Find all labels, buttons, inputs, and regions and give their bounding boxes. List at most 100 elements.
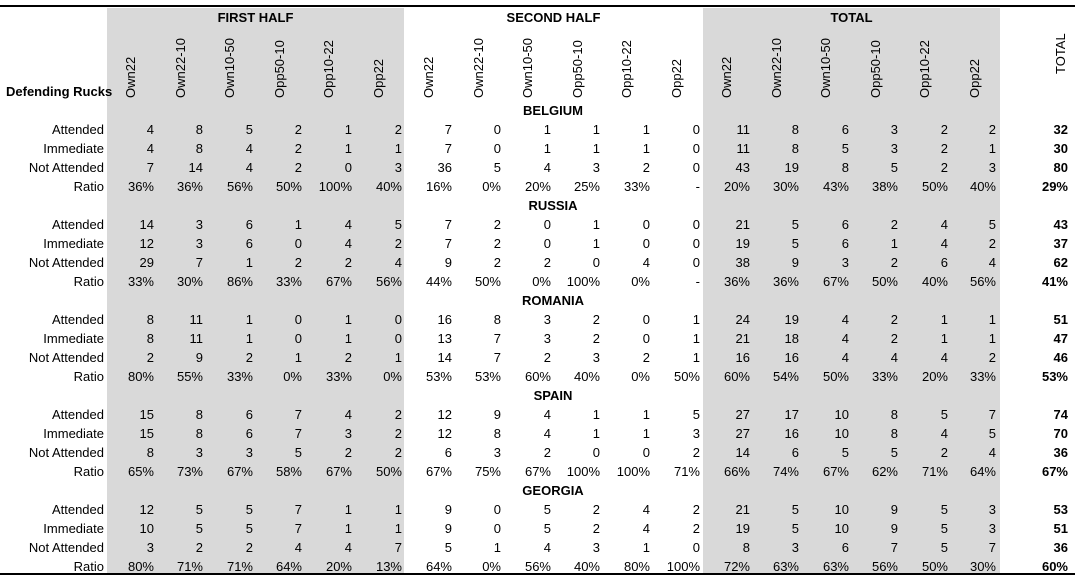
table-cell: 80%	[127, 369, 154, 384]
table-cell: 3	[543, 331, 551, 346]
table-cell: 1	[344, 312, 352, 327]
table-cell: 8	[890, 407, 898, 422]
table-cell: 6	[245, 407, 253, 422]
table-cell: 0	[692, 160, 700, 175]
table-cell: 14	[139, 217, 154, 232]
table-cell: 18	[784, 331, 799, 346]
bottom-border	[0, 573, 1075, 575]
table-cell: 5	[294, 445, 302, 460]
table-cell: 2	[592, 521, 600, 536]
table-cell: 3	[988, 160, 996, 175]
table-cell: 100%	[566, 274, 600, 289]
group-header: SECOND HALF	[506, 10, 601, 25]
table-cell: 6	[791, 445, 799, 460]
table-cell: 20%	[723, 179, 750, 194]
row-label: Ratio	[73, 179, 104, 194]
table-cell: 58%	[275, 464, 302, 479]
table-cell: 1	[344, 502, 352, 517]
table-cell: 1	[592, 141, 600, 156]
table-cell: 9	[791, 255, 799, 270]
table-cell: 5	[692, 407, 700, 422]
table-cell: 1	[890, 236, 898, 251]
table-cell: 3	[890, 141, 898, 156]
table-cell: 2	[642, 160, 650, 175]
column-header: Opp10-22	[619, 40, 634, 98]
table-cell: 67%	[325, 464, 352, 479]
table-cell: 36	[437, 160, 452, 175]
country-header: BELGIUM	[523, 103, 583, 118]
table-cell: 0	[294, 236, 302, 251]
table-cell: 13	[437, 331, 452, 346]
table-cell: 0	[294, 312, 302, 327]
table-cell: 3	[146, 540, 154, 555]
column-header: Own10-50	[222, 38, 237, 98]
table-cell: 4	[841, 312, 849, 327]
table-cell: 8	[195, 122, 203, 137]
table-cell: 3	[988, 502, 996, 517]
table-cell: 0	[642, 236, 650, 251]
table-cell: 5	[493, 160, 501, 175]
table-cell: 2	[940, 141, 948, 156]
table-cell: 3	[543, 312, 551, 327]
table-cell: 16	[784, 426, 799, 441]
table-cell: 1	[543, 122, 551, 137]
table-cell: 4	[245, 160, 253, 175]
table-cell: 5	[841, 445, 849, 460]
table-cell: 1	[493, 540, 501, 555]
table-cell: 2	[195, 540, 203, 555]
table-cell: 4	[841, 331, 849, 346]
table-cell: 4	[940, 236, 948, 251]
table-cell: 2	[940, 160, 948, 175]
table-cell: 2	[394, 445, 402, 460]
table-cell: 5	[543, 502, 551, 517]
table-cell: 7	[294, 502, 302, 517]
table-cell: 0%	[482, 179, 501, 194]
table-cell: 1	[988, 141, 996, 156]
grand-total-cell: 60%	[1041, 559, 1068, 574]
table-cell: 3	[890, 122, 898, 137]
table-cell: 1	[642, 540, 650, 555]
table-cell: 30%	[176, 274, 203, 289]
table-cell: 14	[188, 160, 203, 175]
table-cell: 5	[841, 141, 849, 156]
table-cell: 3	[791, 540, 799, 555]
table-cell: 1	[245, 331, 253, 346]
table-cell: 56%	[375, 274, 402, 289]
table-cell: 100%	[616, 464, 650, 479]
table-cell: 2	[245, 540, 253, 555]
table-cell: 9	[444, 521, 452, 536]
table-cell: 8	[195, 141, 203, 156]
grand-total-cell: 62	[1053, 255, 1068, 270]
table-cell: 8	[195, 407, 203, 422]
table-cell: 33%	[127, 274, 154, 289]
table-cell: 9	[890, 521, 898, 536]
table-cell: 4	[394, 255, 402, 270]
table-cell: 1	[394, 502, 402, 517]
table-cell: 3	[493, 445, 501, 460]
table-cell: 72%	[723, 559, 750, 574]
table-cell: 6	[841, 540, 849, 555]
table-cell: 1	[592, 236, 600, 251]
table-cell: 9	[890, 502, 898, 517]
table-cell: 3	[245, 445, 253, 460]
table-cell: 67%	[325, 274, 352, 289]
table-cell: 11	[189, 312, 204, 327]
table-cell: 2	[543, 350, 551, 365]
grand-total-cell: 41%	[1041, 274, 1068, 289]
table-cell: 55%	[176, 369, 203, 384]
row-label: Ratio	[73, 274, 104, 289]
table-cell: 6	[841, 236, 849, 251]
row-label: Immediate	[43, 236, 104, 251]
table-cell: 67%	[226, 464, 253, 479]
table-cell: 3	[592, 350, 600, 365]
table-cell: 15	[139, 407, 154, 422]
table-cell: 1	[344, 521, 352, 536]
table-cell: 0	[543, 217, 551, 232]
table-cell: 7	[444, 141, 452, 156]
table-cell: 8	[146, 445, 154, 460]
table-cell: 2	[394, 122, 402, 137]
table-cell: 2	[940, 122, 948, 137]
table-cell: 29	[139, 255, 154, 270]
table-cell: 7	[988, 407, 996, 422]
column-header: Own10-50	[818, 38, 833, 98]
